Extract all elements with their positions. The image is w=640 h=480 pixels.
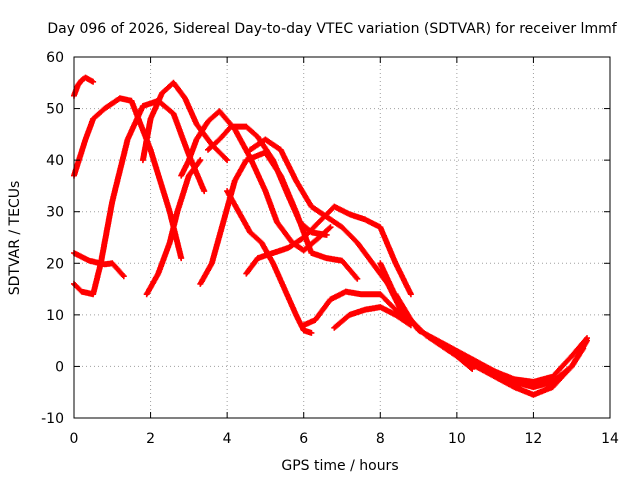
series-markers	[224, 188, 315, 336]
axis-ticks: 0 2 4 6 8 10 12 14 -10 0 10 20 30 40 50 60	[41, 50, 619, 447]
series-markers	[243, 203, 414, 298]
y-tick-label: 20	[46, 256, 64, 272]
series-arc-17	[453, 337, 590, 398]
chart-title: Day 096 of 2026, Sidereal Day-to-day VTE…	[47, 21, 617, 37]
series-markers	[143, 157, 204, 298]
series-markers	[300, 288, 414, 329]
x-tick-label: 14	[601, 431, 619, 447]
y-axis-label: SDTVAR / TECUs	[7, 181, 23, 296]
x-tick-label: 4	[223, 431, 232, 447]
series-arc-13	[300, 288, 414, 329]
y-tick-label: 40	[46, 153, 64, 169]
data-series	[71, 74, 590, 398]
series-arc-1	[71, 74, 97, 99]
x-axis-label: GPS time / hours	[281, 458, 398, 474]
series-arc-10	[224, 188, 315, 336]
y-tick-label: 50	[46, 102, 64, 118]
series-markers	[71, 95, 185, 262]
series-arc-5	[143, 157, 204, 298]
x-tick-label: 10	[448, 431, 466, 447]
series-arc-14	[331, 304, 414, 331]
series-markers	[492, 335, 590, 385]
series-markers	[453, 337, 590, 398]
series-arc-2	[71, 95, 185, 262]
y-tick-label: 0	[55, 359, 64, 375]
x-tick-label: 8	[376, 431, 385, 447]
series-arc-11	[243, 203, 414, 298]
y-tick-label: 60	[46, 50, 64, 66]
y-tick-label: 10	[46, 308, 64, 324]
series-markers	[205, 123, 330, 238]
x-tick-label: 12	[525, 431, 543, 447]
series-arc-9	[205, 123, 330, 238]
series-markers	[71, 74, 97, 99]
y-tick-label: 30	[46, 205, 64, 221]
plot-frame	[73, 56, 611, 419]
series-markers	[331, 304, 414, 331]
x-tick-label: 0	[70, 431, 79, 447]
x-tick-label: 6	[299, 431, 308, 447]
series-arc-18	[492, 335, 590, 385]
x-tick-label: 2	[146, 431, 155, 447]
y-tick-label: -10	[41, 411, 64, 427]
